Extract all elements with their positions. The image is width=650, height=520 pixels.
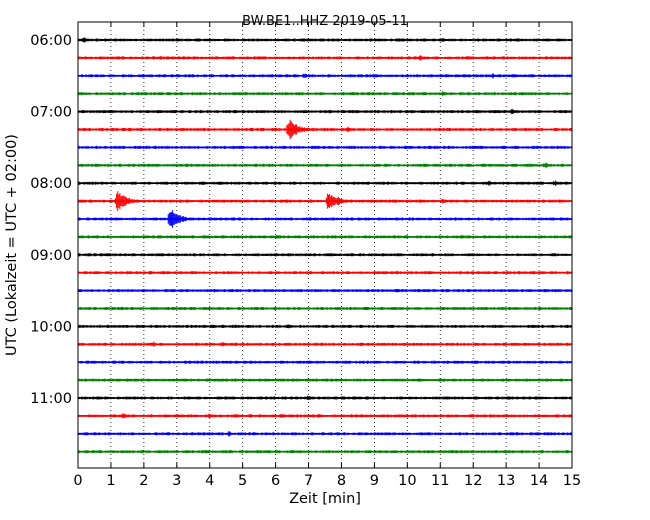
event-mark (441, 198, 451, 204)
x-tick-label: 14 (530, 473, 548, 489)
trace-0700 (78, 108, 572, 115)
event-mark (302, 73, 313, 78)
trace-1100 (78, 395, 572, 401)
x-tick-label: 10 (398, 473, 416, 489)
trace-0800 (78, 180, 572, 186)
trace-0730 (78, 145, 572, 149)
trace-0600 (78, 37, 572, 43)
trace-0615 (78, 55, 572, 61)
trace-0915 (78, 271, 572, 275)
trace-0830 (78, 210, 572, 228)
event-mark (510, 108, 520, 115)
event-mark (345, 126, 356, 133)
event-mark (325, 193, 356, 209)
event-mark (227, 431, 237, 437)
trace-0630 (78, 73, 572, 79)
trace-0930 (78, 289, 572, 293)
event-mark (279, 414, 290, 418)
trace-1030 (78, 360, 572, 364)
trace-1130 (78, 431, 572, 437)
trace-1145 (78, 450, 572, 454)
y-tick-label: 07:00 (30, 105, 72, 121)
event-mark (306, 395, 316, 401)
trace-0815 (78, 191, 572, 211)
event-mark (207, 413, 217, 418)
x-tick-label: 2 (139, 473, 148, 489)
x-tick-label: 8 (337, 473, 346, 489)
x-tick-label: 7 (304, 473, 313, 489)
trace-0715 (78, 119, 572, 140)
event-mark (121, 413, 132, 419)
event-mark (286, 119, 316, 140)
trace-1045 (78, 378, 572, 382)
trace-0745 (78, 162, 572, 168)
event-mark (286, 324, 297, 329)
x-tick-label: 4 (205, 473, 214, 489)
x-tick-label: 9 (370, 473, 379, 489)
y-tick-label: 06:00 (30, 33, 72, 49)
x-tick-label: 15 (563, 473, 581, 489)
event-mark (490, 73, 501, 79)
trace-0900 (78, 253, 572, 257)
event-mark (167, 210, 198, 228)
event-mark (543, 162, 553, 168)
traces (78, 37, 572, 454)
trace-1000 (78, 324, 572, 329)
event-mark (441, 91, 451, 97)
event-mark (441, 38, 451, 42)
event-mark (418, 55, 428, 61)
event-mark (151, 341, 161, 347)
y-tick-label: 08:00 (30, 176, 72, 192)
x-axis-label: Zeit [min] (289, 491, 361, 507)
plot-frame (77, 21, 573, 469)
x-tick-label: 0 (73, 473, 82, 489)
trace-1115 (78, 413, 572, 419)
trace-0645 (78, 91, 572, 97)
event-mark (487, 180, 497, 186)
event-mark (115, 191, 145, 211)
x-tick-label: 1 (106, 473, 115, 489)
grid-lines (110, 22, 540, 468)
y-tick-label: 11:00 (30, 391, 72, 407)
trace-1015 (78, 341, 572, 347)
x-tick-label: 11 (431, 473, 449, 489)
y-axis-label: UTC (Lokalzeit = UTC + 02:00) (4, 134, 20, 356)
trace-0945 (78, 306, 572, 311)
event-mark (82, 37, 92, 43)
event-mark (220, 342, 231, 347)
trace-0845 (78, 235, 572, 239)
x-tick-label: 3 (172, 473, 181, 489)
x-axis: 0 1 2 3 4 5 6 7 8 9 10 11 12 13 14 15 (73, 22, 581, 489)
y-axis: 06:00 07:00 08:00 09:00 10:00 11:00 (30, 33, 572, 407)
x-tick-label: 6 (271, 473, 280, 489)
x-tick-label: 13 (497, 473, 515, 489)
y-tick-label: 10:00 (30, 319, 72, 335)
event-mark (553, 180, 563, 186)
y-tick-label: 09:00 (30, 248, 72, 264)
x-tick-label: 12 (464, 473, 482, 489)
x-tick-label: 5 (238, 473, 247, 489)
